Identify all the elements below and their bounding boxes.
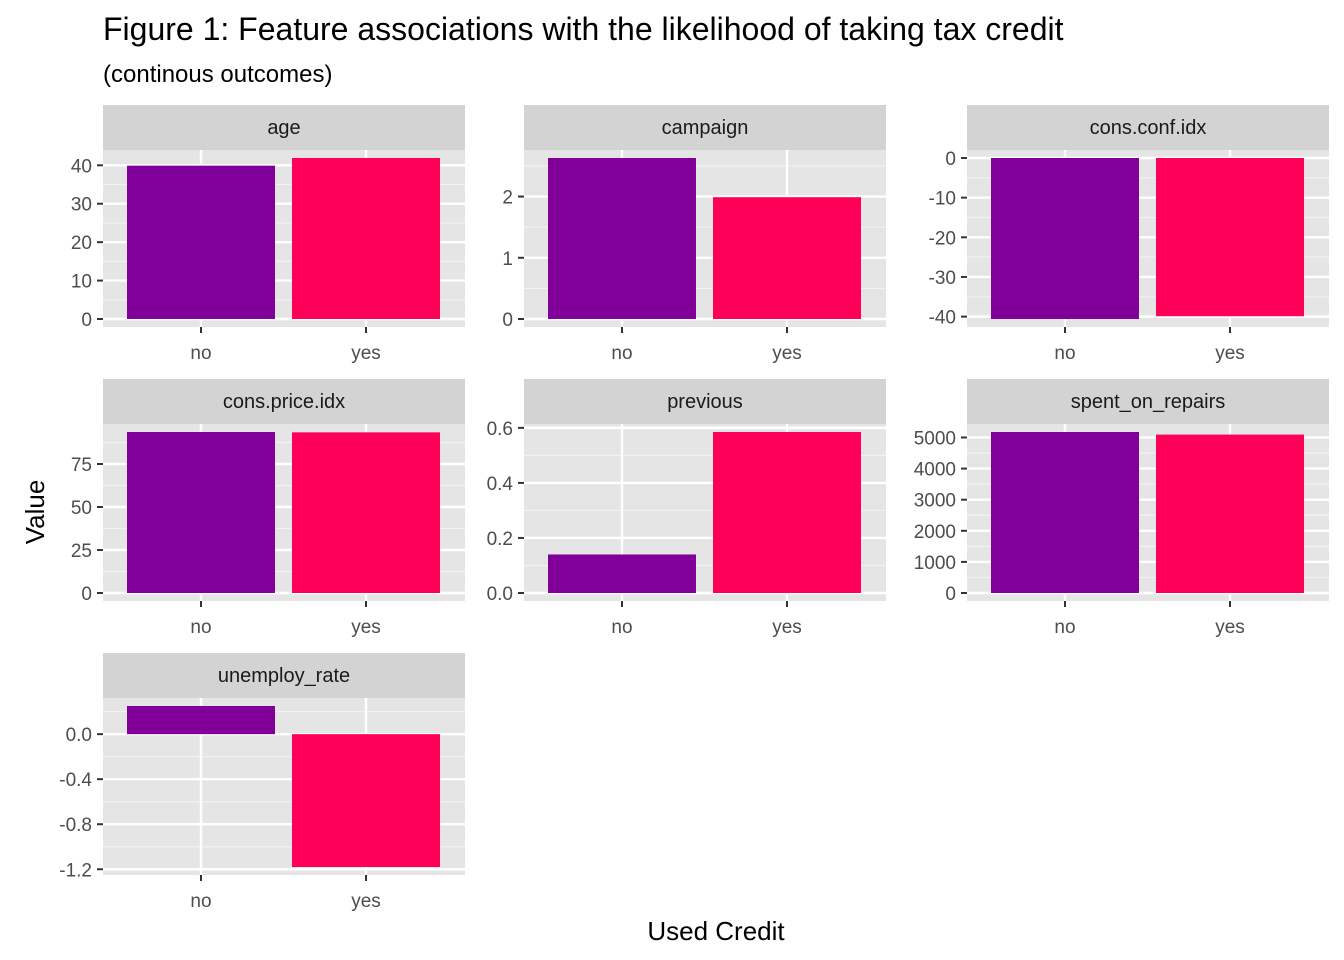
x-tick-label: no bbox=[190, 343, 211, 364]
bar-yes bbox=[292, 734, 440, 867]
y-tick-label: 0 bbox=[945, 149, 956, 170]
y-axis-title: Value bbox=[20, 480, 50, 545]
facet-strip-label: cons.price.idx bbox=[223, 391, 345, 413]
y-tick-label: 20 bbox=[71, 233, 92, 254]
facet-strip bbox=[524, 379, 886, 424]
facet-strip-label: cons.conf.idx bbox=[1090, 117, 1207, 139]
facet-strip-label: spent_on_repairs bbox=[1071, 391, 1226, 413]
facet-strip-label: age bbox=[267, 117, 300, 139]
x-tick-label: yes bbox=[351, 617, 381, 638]
x-tick-label: yes bbox=[351, 343, 381, 364]
facet-strip bbox=[967, 105, 1329, 150]
y-tick-label: 40 bbox=[71, 156, 92, 177]
facet-strip-label: unemploy_rate bbox=[218, 665, 350, 687]
y-tick-label: 30 bbox=[71, 195, 92, 216]
y-tick-label: 1000 bbox=[914, 553, 956, 574]
y-tick-label: -20 bbox=[929, 228, 956, 249]
x-tick-label: no bbox=[611, 617, 632, 638]
y-tick-label: 75 bbox=[71, 455, 92, 476]
x-tick-label: no bbox=[190, 617, 211, 638]
y-tick-label: 0 bbox=[81, 584, 92, 605]
x-axis-title: Used Credit bbox=[647, 916, 785, 946]
x-tick-label: no bbox=[611, 343, 632, 364]
facet-previous: previous 0.0 0.2 0.4 0.6 no yes bbox=[487, 379, 886, 638]
bar-yes bbox=[1156, 158, 1304, 317]
y-tick-label: 0.0 bbox=[487, 584, 513, 605]
y-tick-label: 2000 bbox=[914, 522, 956, 543]
y-tick-label: 0.0 bbox=[66, 725, 92, 746]
y-tick-label: 0 bbox=[81, 310, 92, 331]
x-tick-label: yes bbox=[351, 891, 381, 912]
y-tick-label: 4000 bbox=[914, 460, 956, 481]
facet-cons-price-idx: cons.price.idx 0 25 50 75 no yes bbox=[71, 379, 465, 638]
y-tick-label: 5000 bbox=[914, 428, 956, 449]
facet-strip-label: previous bbox=[667, 391, 743, 413]
facet-strip-label: campaign bbox=[662, 117, 749, 139]
y-tick-label: 1 bbox=[502, 249, 513, 270]
facet-strip bbox=[103, 653, 465, 698]
facet-strip bbox=[967, 379, 1329, 424]
bar-yes bbox=[713, 432, 861, 593]
x-tick-label: yes bbox=[1215, 617, 1245, 638]
bar-no bbox=[991, 158, 1139, 319]
bar-no bbox=[548, 158, 696, 319]
bar-no bbox=[127, 706, 275, 735]
bar-no bbox=[127, 432, 275, 593]
bar-yes bbox=[292, 432, 440, 593]
y-tick-label: 0 bbox=[502, 310, 513, 331]
chart-title: Figure 1: Feature associations with the … bbox=[103, 11, 1064, 47]
x-tick-label: no bbox=[190, 891, 211, 912]
bar-yes bbox=[713, 197, 861, 319]
x-tick-label: no bbox=[1054, 343, 1075, 364]
y-tick-label: -1.2 bbox=[59, 860, 92, 881]
y-tick-label: 0.2 bbox=[487, 529, 513, 550]
x-tick-label: yes bbox=[1215, 343, 1245, 364]
bar-yes bbox=[1156, 434, 1304, 593]
y-tick-label: -30 bbox=[929, 268, 956, 289]
y-tick-label: 25 bbox=[71, 541, 92, 562]
facet-age: age 0 10 20 30 40 no yes bbox=[71, 105, 465, 364]
y-tick-label: 10 bbox=[71, 272, 92, 293]
facet-unemploy-rate: unemploy_rate 0.0 -0.4 -0.8 -1.2 no yes bbox=[59, 653, 465, 912]
bar-no bbox=[991, 432, 1139, 593]
x-tick-label: no bbox=[1054, 617, 1075, 638]
y-tick-label: -0.4 bbox=[59, 770, 92, 791]
bar-yes bbox=[292, 158, 440, 319]
y-tick-label: -40 bbox=[929, 308, 956, 329]
y-tick-label: 0.4 bbox=[487, 474, 514, 495]
y-tick-label: 50 bbox=[71, 498, 92, 519]
y-tick-label: -10 bbox=[929, 189, 956, 210]
y-tick-label: 0.6 bbox=[487, 419, 513, 440]
bar-no bbox=[548, 554, 696, 593]
chart-subtitle: (continous outcomes) bbox=[103, 61, 332, 88]
x-tick-label: yes bbox=[772, 343, 802, 364]
y-tick-label: 0 bbox=[945, 584, 956, 605]
facet-strip bbox=[524, 105, 886, 150]
y-tick-label: -0.8 bbox=[59, 815, 92, 836]
facet-strip bbox=[103, 379, 465, 424]
y-tick-label: 2 bbox=[502, 188, 513, 209]
facet-cons-conf-idx: cons.conf.idx 0 -10 -20 -30 -40 no yes bbox=[929, 105, 1329, 364]
y-tick-label: 3000 bbox=[914, 491, 956, 512]
facet-strip bbox=[103, 105, 465, 150]
facet-spent-on-repairs: spent_on_repairs 0 1000 2000 3000 4000 5000 no y… bbox=[914, 379, 1329, 638]
x-tick-label: yes bbox=[772, 617, 802, 638]
facet-campaign: campaign 0 1 2 no yes bbox=[502, 105, 886, 364]
bar-no bbox=[127, 165, 275, 319]
